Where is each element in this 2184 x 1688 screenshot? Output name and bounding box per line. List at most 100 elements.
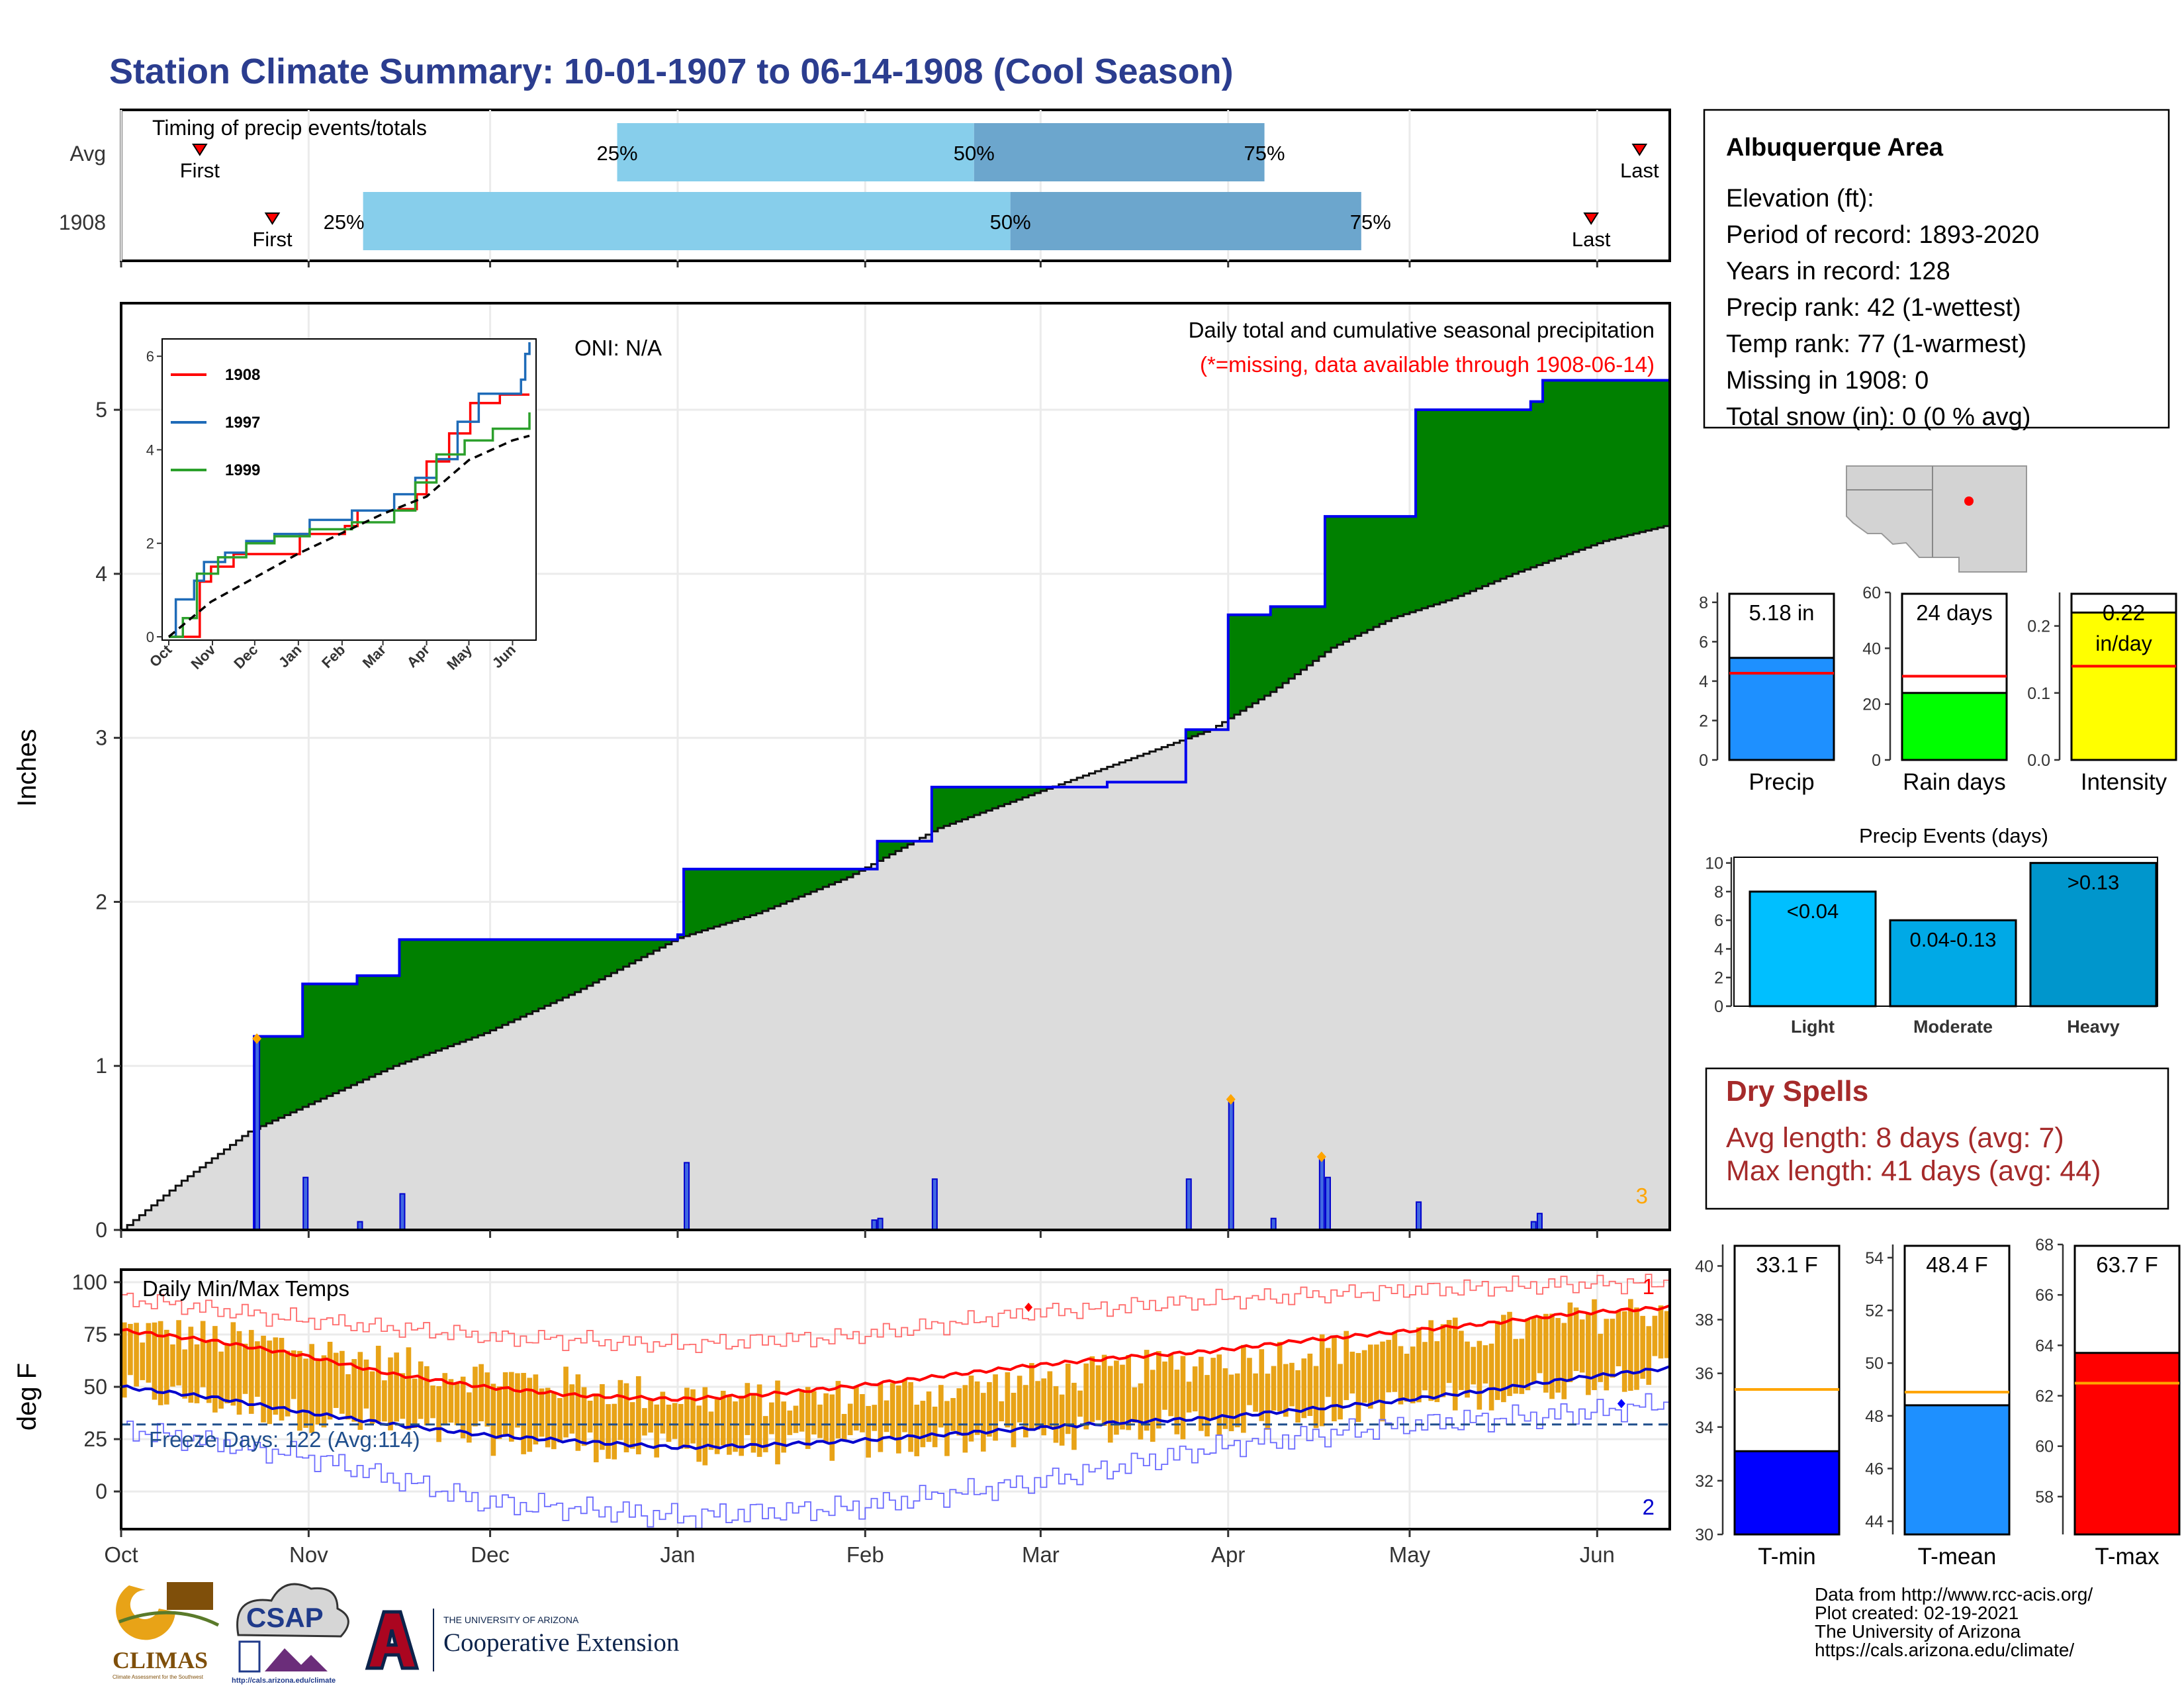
- precip-subtitle: Daily total and cumulative seasonal prec…: [1189, 318, 1655, 342]
- surplus-fill: [1561, 380, 1568, 557]
- month-label: Dec: [471, 1542, 510, 1567]
- station-name: Albuquerque Area: [1726, 134, 1944, 162]
- daily-temp-bar: [140, 1342, 146, 1380]
- daily-precip-bar: [1318, 1158, 1325, 1231]
- surplus-fill: [1603, 380, 1610, 541]
- daily-temp-bar: [666, 1404, 672, 1442]
- surplus-fill: [320, 984, 328, 1099]
- daily-temp-bar: [1628, 1299, 1633, 1391]
- ua-logo: THE UNIVERSITY OF ARIZONA Cooperative Ex…: [365, 1609, 679, 1671]
- summary-y-tick-label: 40: [1695, 1257, 1713, 1276]
- daily-temp-bar: [418, 1361, 424, 1419]
- surplus-fill: [363, 975, 370, 1080]
- events-bar-label: >0.13: [2068, 871, 2119, 894]
- summary-y-tick-label: 54: [1865, 1249, 1884, 1268]
- surplus-fill: [399, 939, 406, 1064]
- y-tick-label: 2: [95, 890, 107, 914]
- month-label: Nov: [289, 1542, 328, 1567]
- surplus-fill: [1367, 516, 1374, 630]
- surplus-fill: [877, 841, 884, 861]
- csap-bars-icon: [238, 1640, 261, 1673]
- surplus-fill: [1549, 380, 1555, 561]
- summary-value-bar: [1733, 1450, 1841, 1536]
- surplus-fill: [1488, 410, 1495, 584]
- timing-marker-triangle: [1583, 212, 1599, 225]
- ua-extension-text: Cooperative Extension: [443, 1628, 679, 1657]
- station-line: Missing in 1908: 0: [1726, 367, 1929, 395]
- daily-temp-bar: [382, 1380, 387, 1422]
- surplus-fill: [835, 868, 842, 882]
- surplus-fill: [1500, 410, 1507, 579]
- surplus-fill: [441, 939, 449, 1049]
- daily-temp-bar: [980, 1393, 986, 1452]
- daily-temp-bar: [944, 1401, 950, 1456]
- surplus-fill: [557, 939, 563, 1001]
- daily-temp-bar: [1646, 1326, 1652, 1385]
- surplus-fill: [1506, 410, 1513, 577]
- daily-temp-bar: [811, 1391, 817, 1435]
- surplus-fill: [1324, 516, 1332, 653]
- surplus-fill: [526, 939, 533, 1014]
- summary-y-tick-label: 0.0: [2027, 751, 2050, 770]
- daily-temp-bar: [1471, 1346, 1476, 1385]
- summary-value-label: 5.18 in: [1749, 600, 1814, 625]
- daily-temp-bar: [727, 1395, 732, 1455]
- daily-temp-bar: [1519, 1338, 1525, 1394]
- surplus-fill: [931, 786, 938, 831]
- timing-marker-label: First: [180, 159, 220, 182]
- daily-precip-bar: [1416, 1201, 1422, 1231]
- surplus-fill: [1397, 516, 1404, 616]
- surplus-fill: [1567, 380, 1574, 555]
- flagged-day-marker: [252, 1033, 262, 1045]
- surplus-fill: [956, 786, 963, 822]
- surplus-fill: [586, 939, 594, 986]
- surplus-fill: [1464, 410, 1471, 594]
- daily-temp-bar: [327, 1341, 333, 1420]
- surplus-fill: [1621, 380, 1628, 537]
- summary-y-tick-label: 58: [2035, 1488, 2054, 1507]
- surplus-fill: [532, 939, 539, 1011]
- daily-temp-bar: [1374, 1344, 1379, 1402]
- y-tick-label: 25: [83, 1427, 107, 1451]
- daily-temp-bar: [1083, 1363, 1089, 1430]
- daily-temp-bar: [1579, 1319, 1585, 1373]
- surplus-fill: [979, 786, 987, 813]
- daily-temp-bar: [315, 1359, 321, 1425]
- daily-temp-bar: [1586, 1313, 1591, 1395]
- precip-events-title: Precip Events (days): [1859, 824, 2048, 847]
- daily-temp-bar: [575, 1374, 581, 1451]
- daily-temp-bar: [545, 1387, 551, 1448]
- surplus-fill: [1572, 380, 1580, 552]
- events-category-label: Light: [1791, 1017, 1835, 1037]
- daily-temp-bar: [515, 1373, 520, 1428]
- daily-temp-bar: [400, 1373, 406, 1419]
- daily-temp-bar: [606, 1404, 611, 1459]
- daily-temp-bar: [1465, 1341, 1470, 1398]
- daily-temp-bar: [762, 1416, 768, 1452]
- inset-y-tick-label: 6: [146, 348, 154, 365]
- summary-y-tick-label: 34: [1695, 1419, 1713, 1437]
- surplus-fill: [1458, 410, 1465, 596]
- surplus-fill: [690, 868, 696, 935]
- daily-temp-bar: [872, 1405, 878, 1431]
- surplus-fill: [290, 1036, 297, 1113]
- surplus-fill: [314, 984, 322, 1102]
- page-title: Station Climate Summary: 10-01-1907 to 0…: [109, 52, 1234, 91]
- daily-temp-bar: [593, 1393, 599, 1463]
- daily-temp-bar: [394, 1352, 399, 1422]
- summary-value-bar: [1728, 657, 1835, 761]
- surplus-fill: [950, 786, 957, 824]
- surplus-fill: [1246, 614, 1253, 708]
- surplus-fill: [1470, 410, 1477, 591]
- surplus-fill: [1428, 410, 1435, 606]
- surplus-fill: [1318, 606, 1326, 657]
- surplus-fill: [774, 868, 781, 906]
- daily-temp-bar: [467, 1392, 472, 1443]
- surplus-fill: [599, 939, 606, 980]
- daily-temp-bar: [218, 1351, 224, 1409]
- daily-temp-bar: [1150, 1370, 1156, 1442]
- surplus-fill: [508, 939, 515, 1023]
- summary-value-label: 0.22: [2103, 600, 2145, 625]
- surplus-fill: [1578, 380, 1586, 550]
- surplus-fill: [1633, 380, 1640, 534]
